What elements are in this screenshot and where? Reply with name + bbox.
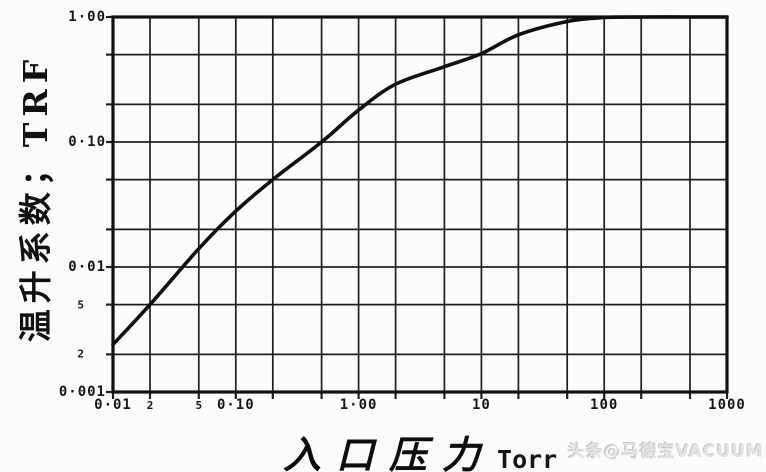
x-axis-title-chinese: 入口压力	[283, 432, 496, 472]
x-tick-label: 5	[195, 399, 203, 412]
x-axis-unit: Torr	[497, 445, 558, 472]
watermark-text: 头条@马德宝VACUUM	[567, 442, 764, 462]
y-axis-title: 温升系数；TRF	[16, 53, 55, 343]
x-tick-label: 1·00	[339, 397, 378, 413]
y-tick-label: 0·001	[58, 384, 106, 400]
y-tick-label: 0·01	[68, 259, 106, 275]
x-tick-label: 10	[471, 397, 491, 413]
x-tick-label: 100	[590, 397, 619, 413]
y-tick-label: 0·10	[68, 134, 106, 150]
y-tick-label: 5	[77, 298, 84, 312]
y-tick-label: 2	[77, 347, 84, 361]
plot-border	[111, 15, 729, 394]
y-tick-label: 1·00	[68, 9, 106, 25]
x-tick-label: 2	[146, 399, 154, 412]
trf-curve	[111, 15, 729, 347]
x-axis-title: 入口压力 Torr	[283, 424, 557, 472]
x-tick-label: 0·10	[216, 397, 255, 413]
x-tick-label: 0·01	[94, 397, 132, 413]
x-tick-label: 1000	[708, 397, 746, 413]
